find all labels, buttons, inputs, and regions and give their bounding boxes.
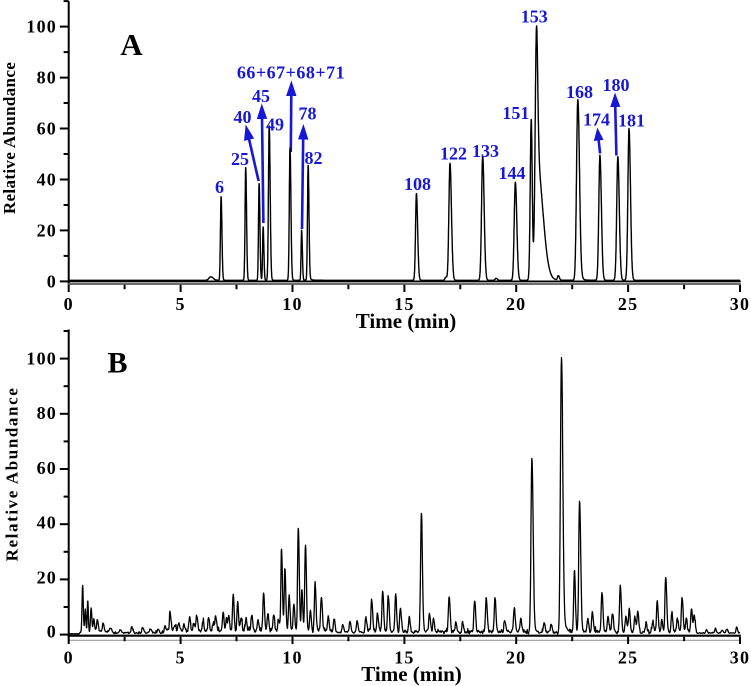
- svg-text:20: 20: [37, 567, 57, 587]
- svg-text:45: 45: [252, 86, 270, 106]
- svg-text:133: 133: [472, 141, 499, 161]
- svg-text:Time (min): Time (min): [356, 309, 457, 333]
- svg-text:25: 25: [231, 149, 249, 169]
- svg-text:0: 0: [64, 294, 74, 314]
- svg-text:5: 5: [175, 648, 185, 668]
- svg-text:80: 80: [37, 68, 57, 88]
- svg-text:20: 20: [506, 648, 526, 668]
- svg-text:180: 180: [603, 75, 630, 95]
- svg-text:66+67+68+71: 66+67+68+71: [237, 63, 345, 83]
- svg-text:151: 151: [502, 103, 529, 123]
- svg-text:10: 10: [282, 294, 302, 314]
- svg-text:168: 168: [566, 82, 593, 102]
- svg-text:49: 49: [266, 115, 284, 135]
- svg-text:20: 20: [506, 294, 526, 314]
- svg-text:20: 20: [37, 220, 57, 240]
- svg-text:82: 82: [305, 148, 323, 168]
- svg-text:25: 25: [618, 648, 638, 668]
- svg-text:60: 60: [37, 458, 57, 478]
- svg-text:80: 80: [37, 403, 57, 423]
- svg-text:0: 0: [64, 648, 74, 668]
- svg-text:10: 10: [282, 648, 302, 668]
- svg-text:6: 6: [215, 177, 224, 197]
- svg-text:40: 40: [37, 169, 57, 189]
- svg-text:25: 25: [618, 294, 638, 314]
- svg-text:Relative Abundance: Relative Abundance: [3, 387, 22, 562]
- svg-text:144: 144: [499, 163, 526, 183]
- svg-text:181: 181: [618, 111, 645, 131]
- svg-text:0: 0: [47, 271, 57, 291]
- svg-text:122: 122: [440, 144, 467, 164]
- svg-text:5: 5: [175, 294, 185, 314]
- svg-text:40: 40: [234, 107, 252, 127]
- svg-text:15: 15: [394, 648, 414, 668]
- svg-text:A: A: [120, 27, 143, 62]
- svg-text:60: 60: [37, 118, 57, 138]
- svg-text:15: 15: [394, 294, 414, 314]
- svg-text:0: 0: [47, 622, 57, 642]
- svg-text:174: 174: [583, 110, 610, 130]
- svg-text:40: 40: [37, 513, 57, 533]
- svg-text:153: 153: [521, 7, 548, 27]
- svg-text:30: 30: [730, 648, 750, 668]
- svg-text:Relative Abundance: Relative Abundance: [0, 62, 19, 214]
- svg-text:30: 30: [730, 294, 750, 314]
- svg-text:78: 78: [299, 104, 317, 124]
- svg-text:100: 100: [26, 349, 57, 369]
- svg-text:B: B: [107, 347, 127, 380]
- svg-text:100: 100: [26, 17, 57, 37]
- svg-text:108: 108: [404, 174, 431, 194]
- svg-text:Time (min): Time (min): [361, 662, 462, 686]
